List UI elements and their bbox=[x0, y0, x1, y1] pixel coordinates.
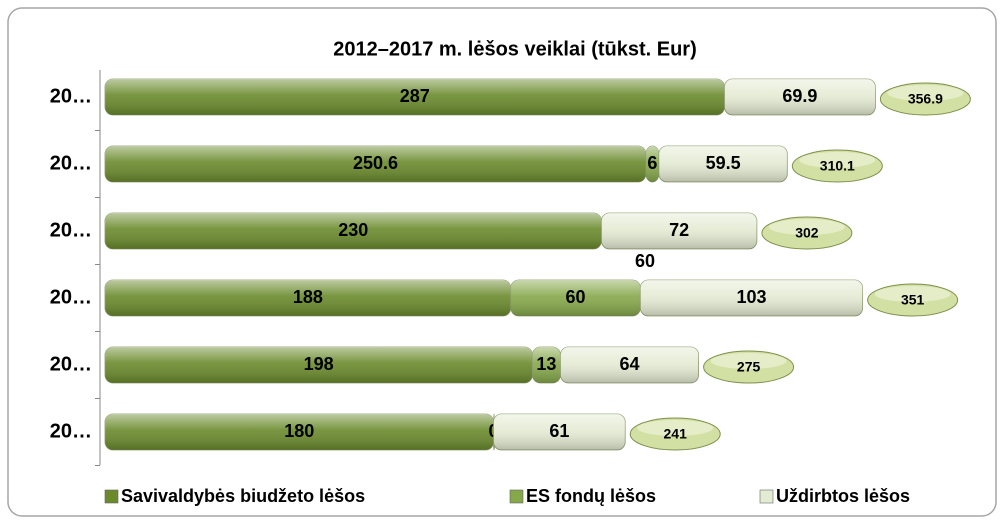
total-marker bbox=[867, 283, 959, 317]
y-tick-label: 20… bbox=[50, 85, 92, 107]
data-label: 103 bbox=[736, 287, 766, 307]
total-label: 310.1 bbox=[820, 158, 855, 174]
legend-label: Uždirbtos lėšos bbox=[776, 486, 910, 506]
total-marker bbox=[879, 82, 971, 116]
data-label: 250.6 bbox=[353, 153, 398, 173]
total-shine bbox=[887, 85, 964, 101]
total-shine bbox=[637, 420, 714, 436]
total-label: 275 bbox=[737, 359, 761, 375]
total-shine bbox=[874, 286, 951, 302]
y-tick-label: 20… bbox=[50, 353, 92, 375]
data-label: 60 bbox=[566, 287, 586, 307]
total-label: 241 bbox=[664, 426, 688, 442]
data-label: 72 bbox=[669, 220, 689, 240]
data-label: 64 bbox=[620, 354, 640, 374]
total-label: 356.9 bbox=[908, 91, 943, 107]
data-label: 230 bbox=[338, 220, 368, 240]
total-shine bbox=[799, 152, 876, 168]
legend-label: Savivaldybės biudžeto lėšos bbox=[121, 486, 365, 506]
total-label: 351 bbox=[901, 292, 925, 308]
legend-swatch bbox=[509, 489, 524, 504]
data-label: 287 bbox=[400, 86, 430, 106]
chart-frame bbox=[7, 7, 997, 517]
data-label: 188 bbox=[293, 287, 323, 307]
total-marker bbox=[761, 216, 853, 250]
total-shine bbox=[768, 219, 845, 235]
y-tick-label: 20… bbox=[50, 420, 92, 442]
total-marker bbox=[791, 149, 883, 183]
y-tick-label: 20… bbox=[50, 219, 92, 241]
y-tick-label: 20… bbox=[50, 286, 92, 308]
total-marker bbox=[629, 417, 721, 451]
legend-label: ES fondų lėšos bbox=[526, 486, 656, 506]
total-label: 302 bbox=[795, 225, 819, 241]
legend-swatch bbox=[104, 489, 119, 504]
data-label: 180 bbox=[284, 421, 314, 441]
data-label: 13 bbox=[536, 354, 556, 374]
total-shine bbox=[710, 353, 787, 369]
data-label: 198 bbox=[304, 354, 334, 374]
data-label: 6 bbox=[647, 153, 657, 173]
y-tick-label: 20… bbox=[50, 152, 92, 174]
data-label: 61 bbox=[549, 421, 569, 441]
data-label: 59.5 bbox=[706, 153, 741, 173]
annotation: 60 bbox=[635, 251, 655, 271]
total-marker bbox=[703, 350, 795, 384]
chart-title: 2012–2017 m. lėšos veiklai (tūkst. Eur) bbox=[333, 38, 697, 60]
data-label: 69.9 bbox=[782, 86, 817, 106]
legend-swatch bbox=[759, 489, 774, 504]
